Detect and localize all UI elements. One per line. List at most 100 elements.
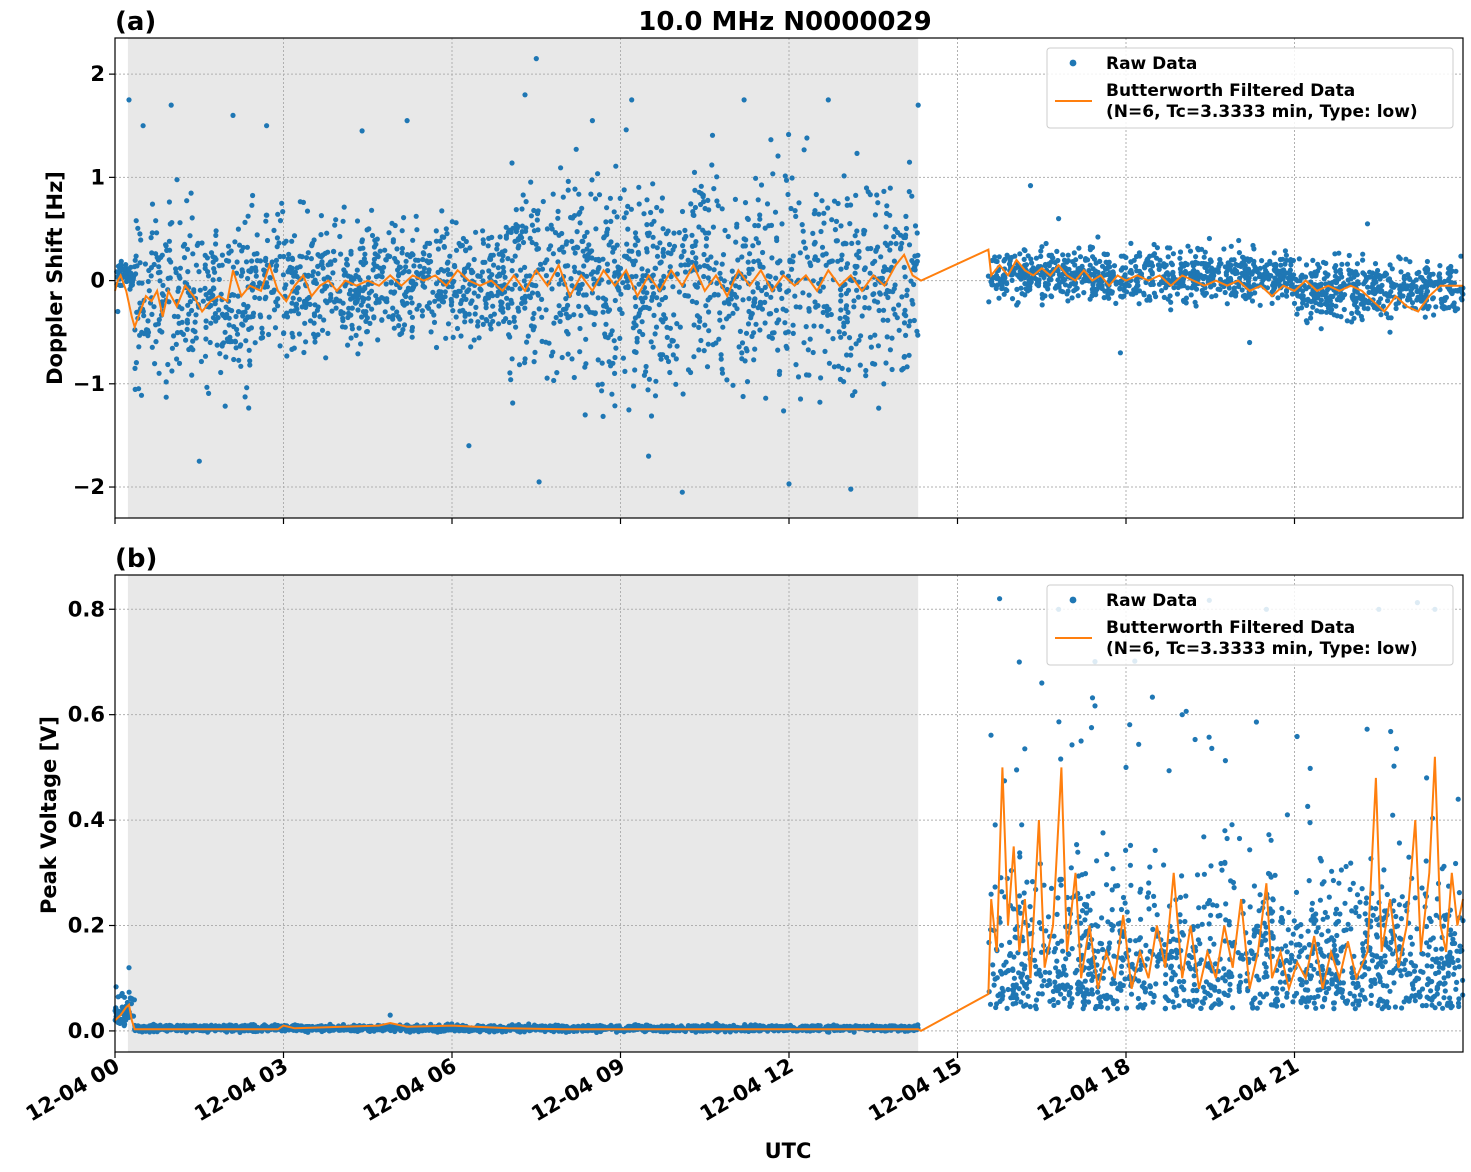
a-raw-point-1447: [671, 312, 677, 318]
a-raw-point-672: [286, 267, 292, 273]
a-raw-point-1886: [515, 245, 521, 251]
a-raw-point-1019: [459, 297, 465, 304]
a-raw-point-1384: [844, 196, 850, 202]
a-raw-point-1737: [623, 210, 629, 216]
a-raw-point-1621: [914, 230, 920, 236]
a-raw-point-1909: [611, 209, 617, 215]
panel-b-shade: [127, 575, 919, 1052]
a-raw-point-1832: [845, 287, 852, 293]
a-raw-point-2199: [1221, 246, 1227, 252]
a-raw-point-1572: [619, 310, 625, 316]
a-raw-point-1634: [673, 381, 679, 387]
a-raw-point-3303: [1428, 282, 1434, 288]
a-raw-point-368: [208, 250, 215, 256]
a-raw-point-2729: [1165, 296, 1171, 302]
a-raw-point-2775: [1075, 293, 1081, 299]
a-raw-point-995: [409, 279, 415, 285]
a-raw-point-204: [244, 305, 250, 311]
a-ytick-label-4: −2: [73, 475, 105, 499]
a-raw-point-2114: [752, 346, 758, 352]
a-raw-point-1585: [813, 191, 819, 198]
a-raw-point-1640: [513, 229, 520, 235]
a-raw-point-2040: [516, 362, 523, 368]
a-raw-point-1884: [508, 377, 514, 383]
a-raw-point-200: [177, 275, 183, 281]
a-raw-point-1660: [629, 248, 635, 254]
a-raw-point-3278: [1297, 278, 1303, 284]
a-raw-point-1790: [533, 283, 539, 289]
a-ytick-label-2: 0: [90, 269, 105, 293]
a-raw-point-381: [344, 256, 350, 262]
a-raw-point-590: [311, 320, 317, 326]
a-raw-point-401: [266, 331, 272, 338]
a-raw-point-1553: [582, 412, 588, 418]
a-raw-point-1209: [899, 294, 905, 300]
a-raw-point-221: [210, 277, 216, 283]
a-raw-point-492: [318, 232, 324, 238]
a-raw-point-3441: [1387, 329, 1393, 335]
a-raw-point-3261: [1333, 279, 1340, 285]
a-raw-point-416: [312, 339, 318, 345]
a-raw-point-2051: [698, 191, 705, 197]
a-raw-point-1543: [528, 213, 535, 219]
a-raw-point-1397: [600, 309, 606, 315]
a-raw-point-1713: [561, 249, 567, 255]
a-raw-point-1204: [804, 135, 810, 141]
a-raw-point-2018: [570, 215, 576, 221]
a-raw-point-666: [360, 262, 366, 268]
a-raw-point-1275: [529, 290, 536, 296]
panel-a-legend: Raw Data Butterworth Filtered Data (N=6,…: [1046, 47, 1454, 129]
a-raw-point-2755: [1102, 251, 1108, 258]
a-raw-point-3360: [1348, 276, 1354, 282]
a-raw-point-1228: [573, 146, 579, 152]
a-raw-point-1455: [840, 241, 846, 247]
a-raw-point-3343: [1328, 293, 1334, 299]
a-raw-point-902: [473, 229, 479, 235]
a-raw-point-646: [289, 238, 295, 244]
a-raw-point-372: [134, 309, 140, 315]
a-raw-point-1561: [519, 206, 525, 212]
a-raw-point-251: [174, 330, 181, 336]
a-raw-point-2788: [1288, 262, 1294, 268]
a-raw-point-936: [396, 323, 402, 329]
a-raw-point-1918: [691, 354, 697, 360]
a-raw-point-849: [439, 234, 445, 240]
a-raw-point-1908: [854, 228, 860, 234]
a-raw-point-921: [445, 259, 451, 265]
a-raw-point-160: [242, 394, 248, 400]
a-raw-point-1499: [740, 243, 746, 249]
a-raw-point-3342: [1373, 271, 1379, 277]
a-raw-point-1082: [652, 331, 658, 337]
a-raw-point-3244: [1384, 292, 1390, 299]
a-raw-point-858: [420, 256, 426, 263]
a-raw-point-236: [214, 342, 220, 348]
a-raw-point-1087: [650, 234, 656, 240]
a-raw-point-1097: [714, 280, 720, 286]
a-raw-point-1340: [845, 367, 852, 373]
a-raw-point-1545: [658, 259, 664, 265]
a-raw-point-3357: [1400, 293, 1406, 299]
a-raw-point-493: [296, 296, 302, 302]
a-raw-point-1163: [729, 268, 735, 274]
panel-a-legend-filtered-line2: (N=6, Tc=3.3333 min, Type: low): [1106, 102, 1418, 122]
a-raw-point-1414: [855, 294, 862, 300]
a-raw-point-658: [354, 218, 361, 224]
a-raw-point-2826: [1008, 254, 1015, 261]
a-raw-point-648: [320, 265, 326, 271]
a-raw-point-659: [305, 250, 311, 256]
a-raw-point-555: [269, 259, 275, 265]
a-raw-point-2846: [1065, 298, 1071, 304]
a-raw-point-203: [176, 320, 182, 326]
a-raw-point-1890: [676, 230, 682, 236]
a-raw-point-1991: [702, 322, 708, 328]
a-raw-point-2015: [540, 198, 546, 205]
a-raw-point-1879: [658, 278, 664, 284]
a-raw-point-1764: [615, 268, 621, 274]
a-raw-point-1111: [730, 310, 736, 316]
a-raw-point-2109: [632, 230, 639, 236]
a-raw-point-1063: [569, 238, 575, 244]
a-raw-point-1112: [551, 377, 557, 384]
a-raw-point-233: [182, 241, 188, 247]
a-raw-point-718: [495, 265, 501, 271]
a-raw-point-263: [246, 347, 252, 353]
